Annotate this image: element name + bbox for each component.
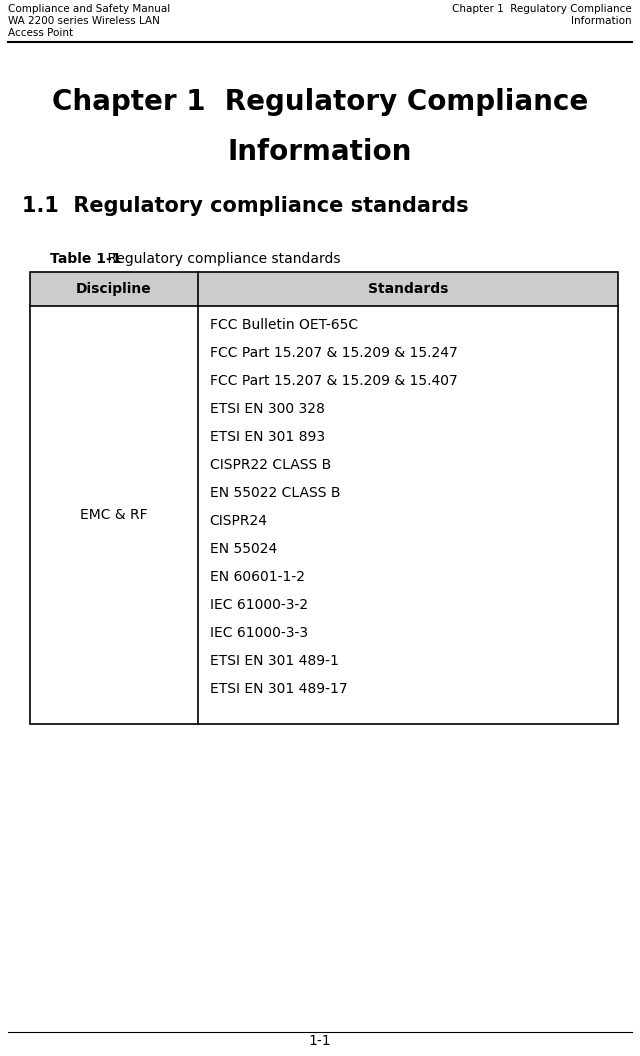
Bar [30,306,618,724]
Text: EMC & RF: EMC & RF [80,508,148,522]
Text: FCC Part 15.207 & 15.209 & 15.247: FCC Part 15.207 & 15.209 & 15.247 [209,346,458,360]
Text: EN 55022 CLASS B: EN 55022 CLASS B [209,486,340,499]
Text: IEC 61000-3-3: IEC 61000-3-3 [209,626,308,640]
Text: FCC Bulletin OET-65C: FCC Bulletin OET-65C [209,318,358,332]
Text: Regulatory compliance standards: Regulatory compliance standards [103,252,340,266]
Bar [30,272,618,724]
Text: IEC 61000-3-2: IEC 61000-3-2 [209,598,308,612]
Text: CISPR22 CLASS B: CISPR22 CLASS B [209,458,331,472]
Text: CISPR24: CISPR24 [209,514,268,528]
Text: Table 1-1: Table 1-1 [50,252,122,266]
Text: FCC Part 15.207 & 15.209 & 15.407: FCC Part 15.207 & 15.209 & 15.407 [209,374,458,388]
Text: Chapter 1  Regulatory Compliance: Chapter 1 Regulatory Compliance [52,88,588,116]
Text: 1-1: 1-1 [308,1034,332,1048]
Text: ETSI EN 301 893: ETSI EN 301 893 [209,430,324,444]
Text: Information: Information [228,138,412,166]
Text: EN 55024: EN 55024 [209,542,277,557]
Text: Access Point: Access Point [8,29,73,38]
Text: 1.1  Regulatory compliance standards: 1.1 Regulatory compliance standards [22,196,468,216]
Text: WA 2200 series Wireless LAN: WA 2200 series Wireless LAN [8,16,160,26]
Text: ETSI EN 301 489-1: ETSI EN 301 489-1 [209,654,339,668]
Text: Standards: Standards [367,282,448,296]
Text: ETSI EN 300 328: ETSI EN 300 328 [209,402,324,416]
Text: Compliance and Safety Manual: Compliance and Safety Manual [8,4,170,14]
Text: EN 60601-1-2: EN 60601-1-2 [209,570,305,584]
Text: ETSI EN 301 489-17: ETSI EN 301 489-17 [209,682,348,696]
Text: Chapter 1  Regulatory Compliance: Chapter 1 Regulatory Compliance [452,4,632,14]
Bar [30,272,618,306]
Text: Discipline: Discipline [76,282,152,296]
Text: Information: Information [572,16,632,26]
